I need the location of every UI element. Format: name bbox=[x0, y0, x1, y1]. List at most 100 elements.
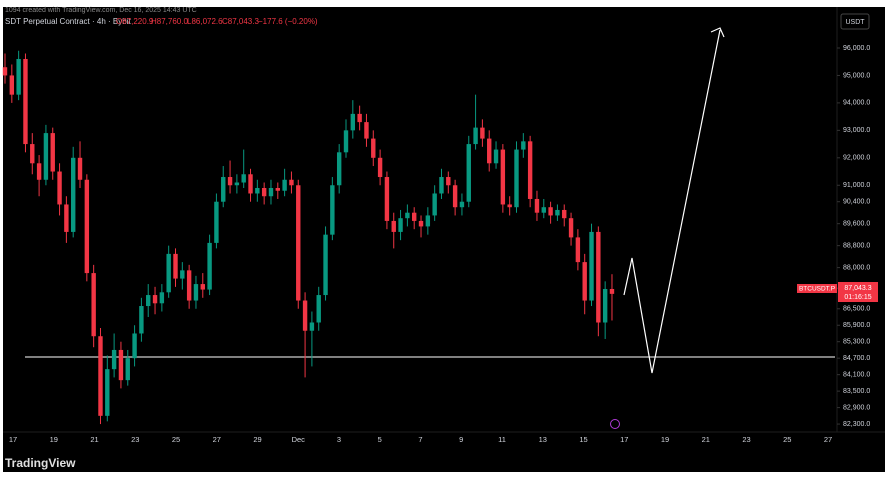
candle-body bbox=[527, 141, 533, 199]
y-tick-label: 95,000.0 bbox=[843, 72, 870, 79]
x-tick-label: 7 bbox=[418, 435, 422, 444]
x-tick-label: 23 bbox=[131, 435, 139, 444]
candle-body bbox=[111, 349, 117, 370]
candle-body bbox=[521, 141, 526, 150]
watermark: 1094 created with TradingView.com, Dec 1… bbox=[5, 7, 197, 14]
y-tick-label: 91,000.0 bbox=[843, 182, 870, 189]
candle-body bbox=[268, 187, 274, 197]
candle-body bbox=[609, 288, 615, 294]
candle-body bbox=[446, 177, 451, 186]
candle-body bbox=[166, 253, 171, 293]
candle-body bbox=[98, 336, 103, 416]
candle-body bbox=[214, 201, 219, 243]
x-tick-label: Dec bbox=[292, 435, 306, 444]
candle-body bbox=[105, 369, 110, 416]
candle-body bbox=[302, 300, 308, 331]
candle-body bbox=[139, 306, 144, 334]
candle-body bbox=[282, 179, 287, 191]
candle-body bbox=[452, 185, 458, 208]
candle-body bbox=[432, 193, 437, 216]
candle-body bbox=[275, 187, 280, 191]
candle-body bbox=[391, 220, 396, 232]
candle-body bbox=[125, 358, 130, 381]
candle-body bbox=[466, 144, 471, 202]
candle-body bbox=[562, 209, 567, 219]
y-tick-label: 88,800.0 bbox=[843, 242, 870, 249]
candle-body bbox=[357, 113, 362, 123]
candle-body bbox=[173, 253, 178, 279]
price-tag: BTCUSDT.P 87,043.3 01:16:15 bbox=[797, 282, 878, 302]
y-tick-label: 92,000.0 bbox=[843, 155, 870, 162]
candle-body bbox=[71, 157, 76, 232]
y-tick-label: 89,600.0 bbox=[843, 221, 870, 228]
y-tick-label: 84,100.0 bbox=[843, 371, 870, 378]
y-tick-label: 82,900.0 bbox=[843, 404, 870, 411]
candle-body bbox=[132, 333, 137, 359]
x-tick-label: 19 bbox=[661, 435, 669, 444]
candle-body bbox=[330, 185, 335, 235]
candle-body bbox=[159, 292, 165, 304]
candle-body bbox=[16, 58, 21, 95]
x-tick-label: 17 bbox=[620, 435, 628, 444]
x-tick-label: 9 bbox=[459, 435, 463, 444]
candle-body bbox=[91, 273, 96, 337]
candle-body bbox=[596, 231, 601, 323]
projection-arrowhead bbox=[710, 27, 725, 38]
candle-body bbox=[555, 209, 560, 216]
price-tag-symbol: BTCUSDT.P bbox=[799, 286, 835, 293]
y-tick-label: 86,500.0 bbox=[843, 306, 870, 313]
candle-body bbox=[84, 179, 90, 274]
y-tick-label: 82,300.0 bbox=[843, 421, 870, 428]
candle-body bbox=[377, 157, 383, 178]
candle-body bbox=[548, 207, 553, 216]
event-icon[interactable] bbox=[610, 419, 620, 429]
x-tick-label: 21 bbox=[702, 435, 710, 444]
candle-body bbox=[9, 75, 15, 95]
y-tick-label: 85,300.0 bbox=[843, 339, 870, 346]
currency-button[interactable] bbox=[840, 13, 870, 30]
candle-body bbox=[602, 288, 608, 323]
candle-body bbox=[514, 149, 519, 208]
x-tick-label: 23 bbox=[742, 435, 750, 444]
currency-label[interactable]: USDT bbox=[845, 19, 865, 26]
candle-body bbox=[309, 322, 315, 331]
candle-body bbox=[193, 284, 199, 301]
legend-symbol: SDT Perpetual Contract · 4h · Bybit bbox=[5, 17, 131, 26]
candle-body bbox=[589, 231, 594, 301]
candle-body bbox=[439, 177, 444, 194]
candle-body bbox=[507, 204, 512, 208]
y-tick-label: 84,700.0 bbox=[843, 355, 870, 362]
candle-body bbox=[36, 163, 42, 180]
y-tick-label: 90,400.0 bbox=[843, 199, 870, 206]
logo: TradingView bbox=[5, 456, 76, 470]
candle-body bbox=[575, 237, 581, 263]
candle-body bbox=[200, 284, 205, 290]
x-tick-label: 13 bbox=[539, 435, 547, 444]
candle-body bbox=[241, 174, 246, 183]
candle-body bbox=[418, 220, 424, 227]
y-tick-label: 88,000.0 bbox=[843, 264, 870, 271]
x-tick-label: 27 bbox=[824, 435, 832, 444]
price-tag-countdown: 01:16:15 bbox=[844, 294, 871, 301]
candle-body bbox=[336, 152, 342, 186]
candle-body bbox=[289, 179, 294, 186]
candle-body bbox=[582, 262, 587, 301]
candle-body bbox=[30, 144, 35, 164]
candle-body bbox=[384, 177, 390, 221]
candle-body bbox=[500, 149, 506, 205]
candle-body bbox=[146, 295, 151, 307]
legend-change: −177.6 (−0.20%) bbox=[258, 17, 318, 26]
x-tick-label: 3 bbox=[337, 435, 341, 444]
price-tag-price: 87,043.3 bbox=[844, 285, 871, 292]
candle-body bbox=[473, 127, 478, 145]
price-tag-box bbox=[838, 282, 878, 302]
candle-body bbox=[207, 242, 212, 290]
candle-body bbox=[405, 212, 410, 219]
legend: SDT Perpetual Contract · 4h · Bybit O87,… bbox=[5, 17, 318, 26]
candle-body bbox=[398, 218, 403, 232]
x-tick-label: 17 bbox=[9, 435, 17, 444]
x-tick-label: 5 bbox=[378, 435, 382, 444]
x-tick-label: 21 bbox=[90, 435, 98, 444]
candle-body bbox=[186, 270, 192, 301]
